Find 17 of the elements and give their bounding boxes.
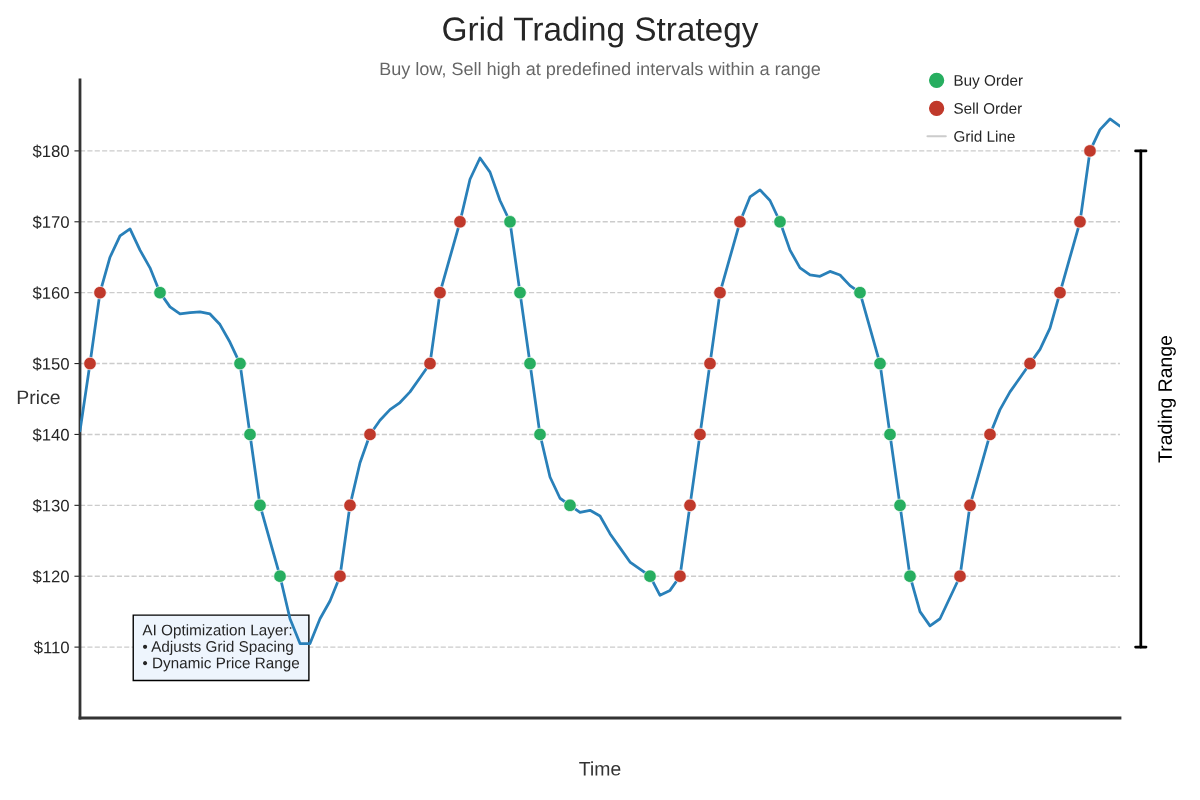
y-tick-label: $120: [32, 569, 69, 584]
y-tick-label: $140: [32, 428, 69, 442]
chart-title: Grid Trading Strategy: [443, 16, 759, 48]
x-axis-title: Time: [579, 761, 621, 776]
chart-subtitle: Buy low, Sell high at predefined intervals within a range: [380, 61, 821, 79]
legend-label: Grid Line: [954, 130, 1015, 142]
y-tick-label: $130: [32, 499, 69, 513]
y-tick-label: $150: [32, 357, 69, 371]
y-tick-label: $170: [32, 215, 69, 229]
y-tick-label: $160: [32, 286, 69, 300]
y-tick-label: $110: [33, 640, 69, 655]
text: Trading Range: [1157, 335, 1176, 463]
y-axis-title: Price: [17, 389, 60, 405]
legend-label: Buy Order: [954, 74, 1023, 89]
legend-label: Sell Order: [954, 102, 1022, 114]
y-tick-label: $180: [32, 144, 69, 159]
annotation: AI Optimization Layer: • Adjusts Grid Spacing • Dynamic Price Range: [142, 624, 300, 672]
